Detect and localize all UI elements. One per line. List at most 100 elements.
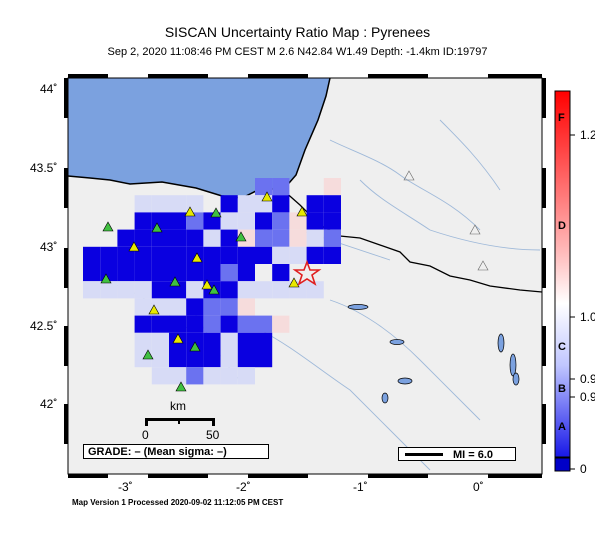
ratio-cell [255, 315, 273, 333]
ratio-cell [237, 315, 255, 333]
colorbar-value: 0 [580, 462, 587, 476]
ratio-cell [220, 212, 238, 230]
ratio-cell [220, 315, 238, 333]
ratio-cell [169, 229, 187, 247]
scale-end-label: 50 [206, 428, 220, 442]
ratio-cell [255, 246, 273, 264]
y-tick-label: 43˚ [40, 240, 58, 254]
ratio-cell [220, 281, 238, 299]
ratio-cell [306, 212, 324, 230]
ratio-cell [134, 298, 152, 316]
ratio-cell [151, 212, 169, 230]
ocean-area [68, 78, 330, 198]
ratio-cell [83, 281, 101, 299]
scale-start-label: 0 [142, 428, 149, 442]
station-marker [142, 349, 154, 360]
ratio-cell [272, 229, 290, 247]
colorbar [554, 90, 571, 458]
ratio-cell [220, 229, 238, 247]
ratio-cell [237, 264, 255, 282]
ratio-cell [272, 178, 290, 196]
colorbar-zero-swatch [554, 457, 571, 472]
station-layer [100, 170, 489, 392]
station-marker [189, 341, 201, 352]
station-marker [288, 277, 300, 288]
ratio-cell [117, 264, 135, 282]
ratio-cell [134, 315, 152, 333]
ratio-cell [323, 246, 341, 264]
epicenter-star [292, 259, 322, 286]
ratio-cell [237, 246, 255, 264]
station-marker [477, 260, 489, 271]
mi-label: MI = 6.0 [453, 449, 494, 461]
x-tick-label: -3˚ [118, 480, 133, 494]
ratio-cell [186, 264, 204, 282]
ratio-cell [272, 315, 290, 333]
station-marker [210, 207, 222, 218]
station-marker [175, 381, 187, 392]
ratio-cell [134, 281, 152, 299]
ratio-cell [169, 212, 187, 230]
ratio-cell [134, 332, 152, 350]
station-marker [469, 224, 481, 235]
ratio-cell [323, 212, 341, 230]
ratio-cell [272, 246, 290, 264]
ratio-cell [237, 350, 255, 368]
ratio-cell [169, 246, 187, 264]
mi-legend: MI = 6.0 [398, 447, 516, 461]
ratio-cell [186, 229, 204, 247]
y-tick-label: 43.5˚ [30, 161, 58, 175]
ratio-cell [237, 298, 255, 316]
grade-box: GRADE: – (Mean sigma: –) [83, 444, 269, 459]
ratio-cell [186, 212, 204, 230]
ratio-cell [186, 332, 204, 350]
ratio-cell [134, 264, 152, 282]
station-marker [261, 191, 273, 202]
ratio-cell [203, 350, 221, 368]
ratio-cell [272, 281, 290, 299]
ratio-cell [323, 178, 341, 196]
station-marker [128, 241, 140, 252]
ratio-cell [255, 332, 273, 350]
ratio-cell [203, 264, 221, 282]
ratio-cell [186, 298, 204, 316]
station-marker [151, 222, 163, 233]
station-marker [184, 206, 196, 217]
ratio-cell [203, 298, 221, 316]
colorbar-value: 0.9 [580, 372, 595, 386]
y-tick-label: 42˚ [40, 397, 58, 411]
ratio-cell [220, 350, 238, 368]
ratio-cell [255, 229, 273, 247]
ratio-cell [186, 350, 204, 368]
ratio-cell [169, 367, 187, 385]
colorbar-value: 0.9 [580, 390, 595, 404]
ratio-cell [83, 246, 101, 264]
ratio-cell [237, 367, 255, 385]
ratio-cell [220, 195, 238, 213]
ratio-cell [220, 298, 238, 316]
ratio-cell [255, 212, 273, 230]
ratio-cell [220, 367, 238, 385]
station-marker [208, 284, 220, 295]
ratio-cell [203, 315, 221, 333]
ratio-cell [220, 246, 238, 264]
ratio-cell [151, 350, 169, 368]
station-marker [169, 276, 181, 287]
colorbar-value: 1.0 [580, 310, 595, 324]
ratio-cell [134, 195, 152, 213]
ratio-cell [272, 264, 290, 282]
ratio-cell [186, 367, 204, 385]
ratio-cell [134, 212, 152, 230]
ratio-grid [83, 178, 341, 385]
ratio-cell [306, 229, 324, 247]
processing-footer: Map Version 1 Processed 2020-09-02 11:12… [72, 498, 284, 507]
ratio-cell [306, 281, 324, 299]
station-marker [148, 304, 160, 315]
ratio-cell [237, 281, 255, 299]
ratio-cell [203, 367, 221, 385]
ratio-cell [186, 281, 204, 299]
ratio-cell [323, 229, 341, 247]
ratio-cell [134, 229, 152, 247]
ratio-cell [220, 332, 238, 350]
ratio-cell [100, 246, 118, 264]
